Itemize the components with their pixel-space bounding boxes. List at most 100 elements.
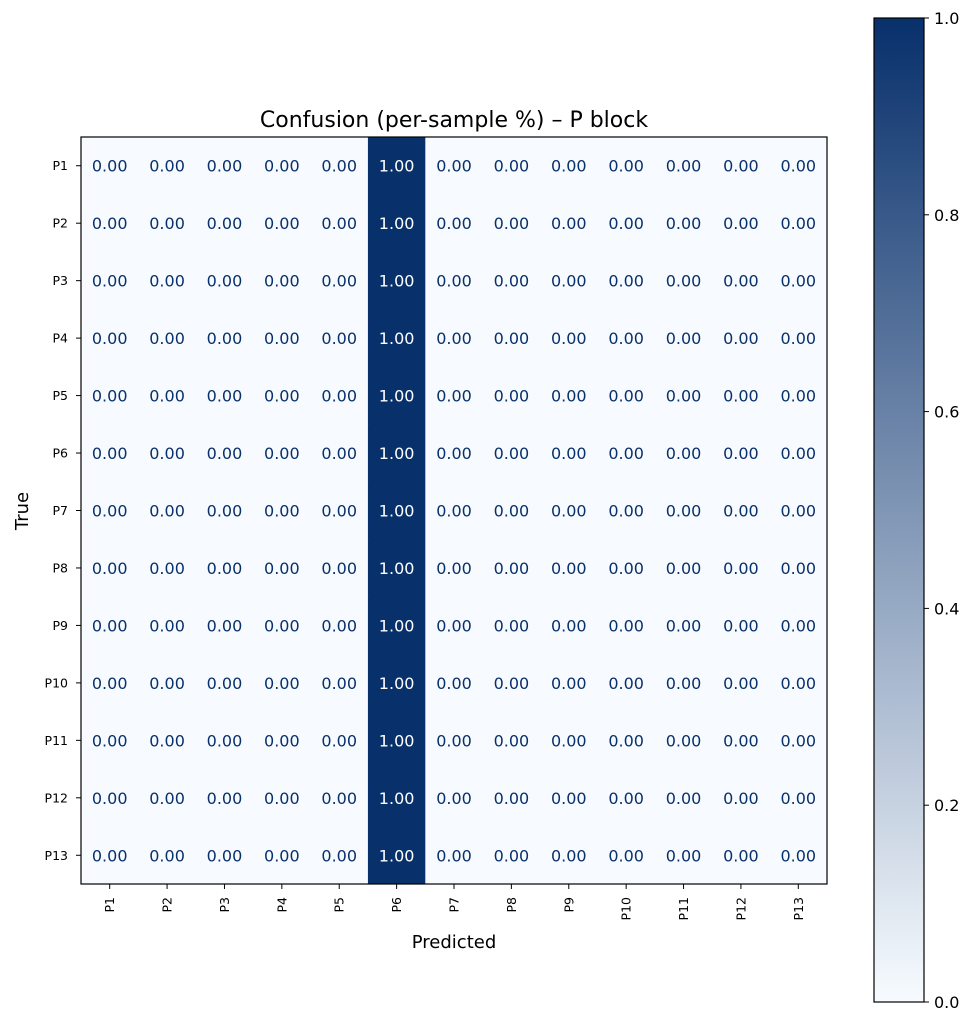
heatmap-cell bbox=[597, 424, 656, 483]
cell-value-label: 1.00 bbox=[379, 559, 415, 578]
cell-value-label: 0.00 bbox=[780, 674, 816, 693]
x-tick-label: P4 bbox=[274, 897, 289, 913]
cell-value-label: 0.00 bbox=[494, 616, 530, 635]
cell-value-label: 0.00 bbox=[494, 444, 530, 463]
x-tick-label: P6 bbox=[389, 897, 404, 913]
heatmap-cell bbox=[769, 826, 828, 885]
heatmap-cell bbox=[482, 826, 541, 885]
cell-value-label: 0.00 bbox=[92, 846, 128, 865]
heatmap-cell bbox=[138, 654, 197, 713]
cell-value-label: 0.00 bbox=[207, 674, 243, 693]
cell-value-label: 0.00 bbox=[149, 157, 185, 176]
heatmap-cell bbox=[540, 769, 598, 828]
heatmap-cell bbox=[367, 251, 426, 310]
cell-value-label: 0.00 bbox=[494, 272, 530, 291]
heatmap-cell bbox=[769, 137, 828, 195]
heatmap-cell bbox=[769, 539, 828, 598]
cell-value-label: 0.00 bbox=[149, 272, 185, 291]
heatmap-cell bbox=[253, 826, 312, 885]
cell-value-label: 0.00 bbox=[92, 731, 128, 750]
cell-value-label: 0.00 bbox=[207, 387, 243, 406]
cell-value-label: 0.00 bbox=[264, 731, 300, 750]
cell-value-label: 0.00 bbox=[608, 502, 644, 521]
cell-value-label: 0.00 bbox=[494, 674, 530, 693]
heatmap-cell bbox=[540, 366, 598, 425]
heatmap-cell bbox=[540, 654, 598, 713]
heatmap-cell bbox=[654, 769, 713, 828]
heatmap-cell bbox=[540, 539, 598, 598]
heatmap-cell bbox=[81, 137, 139, 195]
cell-value-label: 0.00 bbox=[207, 789, 243, 808]
heatmap-cell bbox=[310, 137, 369, 195]
heatmap-cell bbox=[712, 251, 771, 310]
heatmap-cell bbox=[712, 424, 771, 483]
cell-value-label: 0.00 bbox=[608, 329, 644, 348]
cell-value-label: 0.00 bbox=[149, 789, 185, 808]
cell-value-label: 0.00 bbox=[436, 329, 472, 348]
heatmap-cell bbox=[425, 251, 484, 310]
cell-value-label: 0.00 bbox=[780, 502, 816, 521]
x-tick-label: P13 bbox=[791, 897, 806, 920]
heatmap-cell bbox=[367, 654, 426, 713]
heatmap-cell bbox=[540, 251, 598, 310]
cell-value-label: 0.00 bbox=[436, 387, 472, 406]
cell-value-label: 0.00 bbox=[608, 616, 644, 635]
heatmap-cell bbox=[597, 539, 656, 598]
heatmap-cell bbox=[253, 596, 312, 655]
heatmap-cell bbox=[310, 826, 369, 885]
heatmap-cell bbox=[769, 481, 828, 540]
heatmap-cell bbox=[253, 309, 312, 368]
cell-value-label: 0.00 bbox=[264, 444, 300, 463]
cell-value-label: 1.00 bbox=[379, 674, 415, 693]
heatmap-cell bbox=[482, 366, 541, 425]
cell-value-label: 0.00 bbox=[780, 731, 816, 750]
heatmap-cell bbox=[138, 769, 197, 828]
cell-value-label: 0.00 bbox=[92, 789, 128, 808]
heatmap-cell bbox=[195, 539, 254, 598]
x-tick-label: P11 bbox=[676, 897, 691, 920]
cell-value-label: 0.00 bbox=[494, 214, 530, 233]
heatmap-cell bbox=[769, 769, 828, 828]
heatmap-cell bbox=[81, 424, 139, 483]
heatmap-cell bbox=[195, 826, 254, 885]
heatmap-cell bbox=[540, 424, 598, 483]
heatmap-cell bbox=[81, 654, 139, 713]
heatmap-cell bbox=[712, 596, 771, 655]
heatmap-cell bbox=[425, 424, 484, 483]
cell-value-label: 0.00 bbox=[608, 846, 644, 865]
heatmap-cell bbox=[712, 137, 771, 195]
cell-value-label: 0.00 bbox=[666, 789, 702, 808]
heatmap-cell bbox=[81, 596, 139, 655]
cell-value-label: 0.00 bbox=[264, 387, 300, 406]
heatmap-cell bbox=[769, 194, 828, 253]
heatmap-cell bbox=[712, 481, 771, 540]
cell-value-label: 0.00 bbox=[666, 502, 702, 521]
x-tick-label: P1 bbox=[102, 897, 117, 913]
cell-value-label: 0.00 bbox=[207, 329, 243, 348]
heatmap-cell bbox=[81, 251, 139, 310]
cell-value-label: 1.00 bbox=[379, 789, 415, 808]
heatmap-cell bbox=[769, 309, 828, 368]
cell-value-label: 0.00 bbox=[723, 559, 759, 578]
heatmap-cell bbox=[769, 424, 828, 483]
cell-value-label: 0.00 bbox=[321, 846, 357, 865]
cell-value-label: 0.00 bbox=[551, 559, 587, 578]
cell-value-label: 0.00 bbox=[780, 846, 816, 865]
heatmap-cell bbox=[138, 826, 197, 885]
cell-value-label: 0.00 bbox=[723, 387, 759, 406]
x-tick-label: P5 bbox=[332, 897, 347, 913]
y-tick-label: P3 bbox=[53, 273, 69, 288]
cell-value-label: 0.00 bbox=[780, 214, 816, 233]
cell-value-label: 0.00 bbox=[551, 789, 587, 808]
chart-title: Confusion (per-sample %) – P block bbox=[260, 108, 648, 133]
cell-value-label: 0.00 bbox=[723, 272, 759, 291]
heatmap-cell bbox=[81, 309, 139, 368]
x-tick-label: P10 bbox=[619, 897, 634, 920]
heatmap-cell bbox=[195, 481, 254, 540]
cell-value-label: 0.00 bbox=[666, 214, 702, 233]
cell-value-label: 0.00 bbox=[666, 329, 702, 348]
heatmap-cell bbox=[310, 481, 369, 540]
heatmap-cell bbox=[654, 194, 713, 253]
heatmap-cell bbox=[310, 539, 369, 598]
